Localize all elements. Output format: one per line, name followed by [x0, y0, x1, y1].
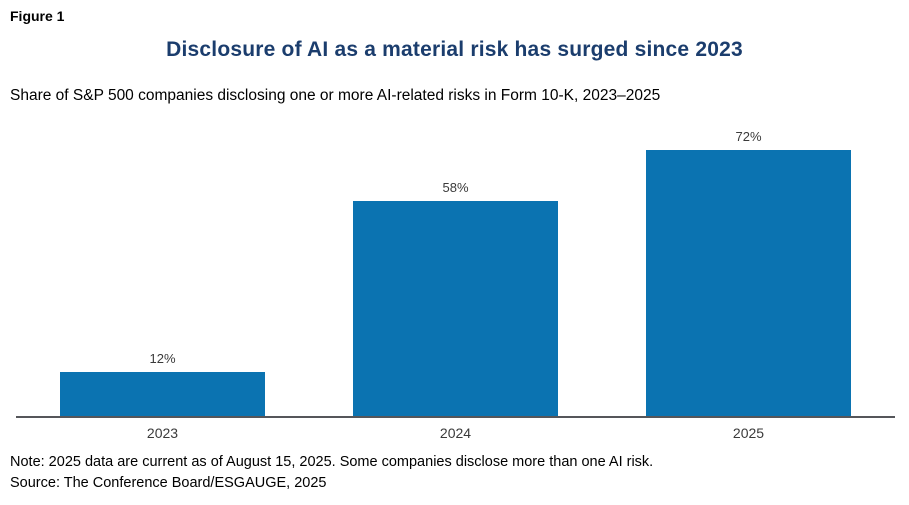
bar-2024 [353, 201, 558, 416]
bar-group-2025: 72% [602, 129, 895, 416]
bar-value-label: 12% [149, 351, 176, 366]
x-tick-2023: 2023 [146, 425, 179, 441]
x-tick-2025: 2025 [732, 425, 765, 441]
bar-group-2023: 12% [16, 351, 309, 416]
source-text: Source: The Conference Board/ESGAUGE, 20… [10, 475, 327, 491]
bar-group-2024: 58% [309, 180, 602, 416]
x-axis-line [16, 416, 895, 418]
bar-value-label: 72% [735, 129, 762, 144]
bar-chart: 12% 58% 72% 2023 2024 2025 [16, 120, 895, 441]
x-axis-tick-labels: 2023 2024 2025 [16, 418, 895, 441]
bar-2023 [60, 372, 265, 416]
x-tick-2024: 2024 [439, 425, 472, 441]
figure-label: Figure 1 [10, 8, 65, 24]
plot-area: 12% 58% 72% [16, 120, 895, 416]
bar-2025 [646, 150, 851, 416]
chart-title: Disclosure of AI as a material risk has … [166, 38, 743, 61]
note-text: Note: 2025 data are current as of August… [10, 454, 654, 470]
bar-value-label: 58% [442, 180, 469, 195]
chart-subtitle: Share of S&P 500 companies disclosing on… [10, 87, 661, 104]
